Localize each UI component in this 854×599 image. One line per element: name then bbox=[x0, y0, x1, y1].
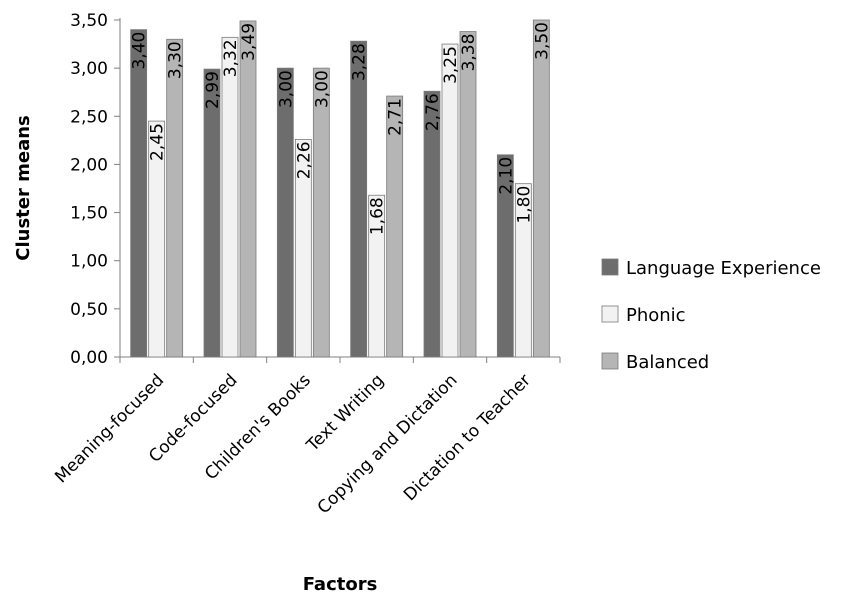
y-tick-label: 3,00 bbox=[70, 59, 108, 79]
data-label: 2,45 bbox=[148, 123, 168, 161]
y-tick-label: 3,50 bbox=[70, 11, 108, 31]
y-tick-label: 1,50 bbox=[70, 204, 108, 224]
bar-balanced bbox=[532, 19, 550, 358]
data-label: 2,26 bbox=[294, 141, 314, 179]
data-label: 3,00 bbox=[276, 70, 296, 108]
data-label: 3,40 bbox=[130, 32, 150, 70]
data-label: 3,28 bbox=[350, 43, 370, 81]
bar-phonic bbox=[294, 138, 312, 358]
bar-language-experience bbox=[276, 67, 294, 358]
data-label: 1,68 bbox=[368, 197, 388, 235]
bar-balanced bbox=[312, 67, 330, 358]
y-tick-label: 2,50 bbox=[70, 107, 108, 127]
bar-balanced bbox=[166, 38, 184, 358]
bar-balanced bbox=[459, 31, 477, 358]
data-label: 2,71 bbox=[386, 98, 406, 136]
data-label: 3,32 bbox=[221, 39, 241, 77]
legend-swatch bbox=[601, 258, 619, 276]
y-tick-label: 1,00 bbox=[70, 252, 108, 272]
bar-phonic bbox=[221, 36, 239, 358]
y-tick-label: 0,00 bbox=[70, 348, 108, 368]
data-label: 3,30 bbox=[166, 41, 186, 79]
bar-language-experience bbox=[350, 40, 368, 358]
data-label: 2,76 bbox=[423, 93, 443, 131]
data-label: 2,10 bbox=[496, 157, 516, 195]
legend-label: Language Experience bbox=[626, 258, 821, 279]
bar-language-experience bbox=[203, 68, 221, 358]
data-label: 3,49 bbox=[239, 23, 259, 61]
bar-balanced bbox=[386, 95, 404, 358]
x-axis-title: Factors bbox=[303, 574, 378, 595]
y-axis-title: Cluster means bbox=[13, 115, 34, 261]
bar-phonic bbox=[514, 183, 532, 358]
category-label: Dictation to Teacher bbox=[400, 370, 535, 505]
bar-phonic bbox=[368, 194, 386, 358]
bar-phonic bbox=[148, 120, 166, 358]
data-label: 1,80 bbox=[514, 186, 534, 224]
bar-phonic bbox=[441, 43, 459, 358]
data-label: 3,50 bbox=[532, 22, 552, 60]
data-label: 3,25 bbox=[441, 46, 461, 84]
bar-language-experience bbox=[496, 154, 514, 358]
y-tick-label: 2,00 bbox=[70, 155, 108, 175]
data-label: 2,99 bbox=[203, 71, 223, 109]
category-label: Meaning-focused bbox=[51, 370, 168, 487]
bar-language-experience bbox=[423, 90, 441, 358]
legend-swatch bbox=[601, 305, 619, 323]
legend-swatch bbox=[601, 352, 619, 370]
legend: Language Experience Phonic Balanced bbox=[601, 258, 821, 373]
data-label: 3,38 bbox=[459, 34, 479, 72]
y-tick-label: 0,50 bbox=[70, 300, 108, 320]
bar-language-experience bbox=[130, 29, 148, 358]
category-label: Copying and Dictation bbox=[314, 370, 462, 518]
legend-label: Phonic bbox=[626, 305, 686, 326]
plot-area: 0,00 0,50 1,00 1,50 2,00 2,50 3,00 3,50 3,40 2,45… bbox=[51, 11, 561, 518]
legend-label: Balanced bbox=[626, 352, 709, 373]
data-label: 3,00 bbox=[312, 70, 332, 108]
bar-balanced bbox=[239, 20, 257, 358]
